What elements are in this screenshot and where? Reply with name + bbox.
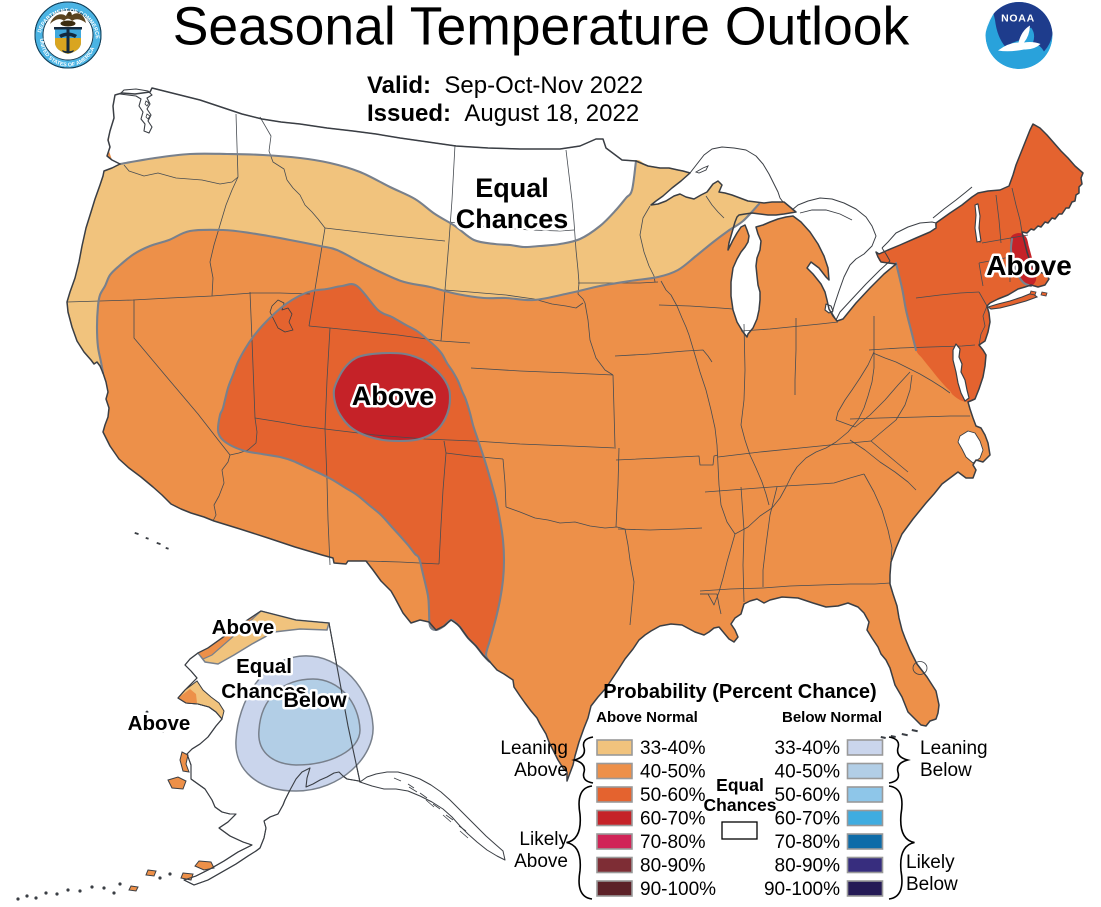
svg-text:Below: Below <box>906 874 958 895</box>
svg-text:Chances: Chances <box>704 795 777 815</box>
svg-text:NOAA: NOAA <box>1001 13 1035 25</box>
svg-text:Below: Below <box>920 760 972 781</box>
svg-text:80-90%: 80-90% <box>775 856 841 877</box>
svg-text:Above: Above <box>986 250 1072 281</box>
svg-text:33-40%: 33-40% <box>775 738 841 759</box>
svg-text:50-60%: 50-60% <box>640 785 706 806</box>
svg-text:Issued: August 18, 2022: Issued: August 18, 2022 <box>367 100 639 127</box>
svg-text:Likely: Likely <box>906 852 955 873</box>
svg-text:Chances: Chances <box>221 680 306 703</box>
svg-text:Above Normal: Above Normal <box>596 709 698 726</box>
svg-text:80-90%: 80-90% <box>640 856 706 877</box>
svg-text:Likely: Likely <box>519 829 568 850</box>
svg-text:Leaning: Leaning <box>920 738 988 759</box>
svg-text:Above: Above <box>212 616 275 639</box>
svg-text:Valid: Sep-Oct-Nov 2022: Valid: Sep-Oct-Nov 2022 <box>367 72 643 99</box>
svg-text:40-50%: 40-50% <box>640 762 706 783</box>
svg-text:60-70%: 60-70% <box>775 809 841 830</box>
svg-text:Seasonal Temperature Outlook: Seasonal Temperature Outlook <box>173 0 910 57</box>
svg-text:90-100%: 90-100% <box>640 879 716 900</box>
svg-text:Above: Above <box>514 760 568 781</box>
svg-text:Chances: Chances <box>456 204 569 234</box>
svg-text:Above: Above <box>352 381 435 411</box>
svg-text:Equal: Equal <box>716 775 764 795</box>
svg-text:33-40%: 33-40% <box>640 738 706 759</box>
svg-text:60-70%: 60-70% <box>640 809 706 830</box>
svg-text:Equal: Equal <box>475 173 549 203</box>
svg-text:50-60%: 50-60% <box>775 785 841 806</box>
svg-text:Equal: Equal <box>236 655 292 678</box>
svg-text:Leaning: Leaning <box>500 738 568 759</box>
svg-text:Below: Below <box>283 688 347 712</box>
svg-text:Probability (Percent Chance): Probability (Percent Chance) <box>603 681 876 703</box>
svg-text:Below Normal: Below Normal <box>782 709 882 726</box>
svg-text:Above: Above <box>128 712 191 735</box>
svg-text:40-50%: 40-50% <box>775 762 841 783</box>
svg-text:90-100%: 90-100% <box>764 879 840 900</box>
svg-text:Above: Above <box>514 851 568 872</box>
svg-text:70-80%: 70-80% <box>775 832 841 853</box>
svg-text:70-80%: 70-80% <box>640 832 706 853</box>
